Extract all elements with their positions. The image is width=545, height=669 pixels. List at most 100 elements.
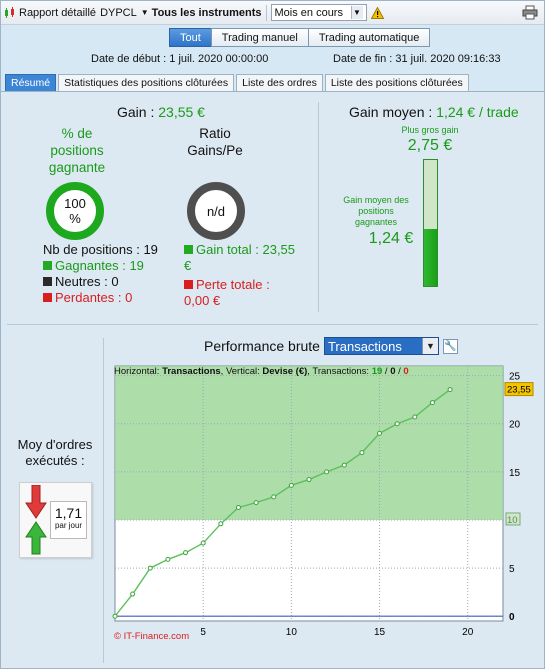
win-pct-value: 100 % <box>64 196 86 226</box>
warning-icon[interactable] <box>370 6 384 19</box>
data-point <box>165 556 171 562</box>
info-t-red: 0 <box>403 366 409 377</box>
chart-header: Performance brute Transactions ▼ 🔧 <box>204 337 458 355</box>
orders-unit: par jour <box>54 521 83 530</box>
symbol-label[interactable]: DYPCL <box>100 6 137 19</box>
vertical-divider-chart <box>103 338 104 663</box>
avg-gain-value: 1,24 € / trade <box>436 104 519 120</box>
arrow-down-icon <box>25 485 47 519</box>
instruments-label: Tous les instruments <box>151 6 262 19</box>
orders-label: Moy d'ordres exécutés : <box>17 437 93 468</box>
chart-info: Horizontal: Transactions, Vertical: Devi… <box>114 366 409 377</box>
data-point <box>200 540 206 546</box>
green-square-icon <box>43 261 52 270</box>
last-value-badge <box>504 382 534 397</box>
tab-closed-stats[interactable]: Statistiques des positions clôturées <box>58 74 235 91</box>
ref-level-label: 10 <box>507 515 518 526</box>
positions-total: Nb de positions : 19 <box>43 242 158 257</box>
filter-band: Tout Trading manuel Trading automatique … <box>1 25 544 71</box>
y-tick-label: 25 <box>509 372 521 383</box>
chart-mode-value: Transactions <box>327 338 402 354</box>
orders-value-box: 1,71 par jour <box>50 501 87 539</box>
report-button[interactable]: Rapport détaillé <box>4 6 96 19</box>
winning-count: Gagnantes : 19 <box>55 258 144 273</box>
data-point <box>271 494 277 500</box>
losing-count: Perdantes : 0 <box>55 290 133 305</box>
horizontal-divider <box>7 324 538 325</box>
red-square-icon <box>43 293 52 302</box>
info-v-prefix: , Vertical: <box>220 366 260 377</box>
best-gain-value: 2,75 € <box>407 137 453 154</box>
chevron-down-icon: ▼ <box>421 338 438 354</box>
ratio-value: n/d <box>206 203 226 219</box>
period-value: Mois en cours <box>274 6 343 19</box>
losing-row: Perdantes : 0 <box>43 290 158 306</box>
ratio-title: Ratio Gains/Pe <box>187 126 243 158</box>
avg-winning-label: Gain moyen des positions gagnantes <box>343 195 409 227</box>
neutral-count: Neutres : 0 <box>55 274 119 289</box>
data-point <box>429 400 435 406</box>
gain-label: Gain : <box>117 104 155 120</box>
gain-value: 23,55 € <box>158 104 205 120</box>
data-point <box>130 591 136 597</box>
info-t-green: 19 <box>371 366 383 377</box>
info-sep: / <box>382 366 391 377</box>
period-select[interactable]: Mois en cours ▼ <box>270 4 367 21</box>
last-value-label: 23,55 <box>507 385 531 396</box>
toolbar-separator <box>265 4 267 21</box>
y-tick-label: 0 <box>509 612 515 623</box>
x-tick-label: 10 <box>286 627 298 638</box>
x-tick-label: 15 <box>374 627 386 638</box>
end-date: Date de fin : 31 juil. 2020 09:16:33 <box>333 53 501 65</box>
win-pct-title: % de positions gagnante <box>48 126 106 175</box>
avg-gain-heading: Gain moyen : 1,24 € / trade <box>349 104 519 120</box>
mode-manual-button[interactable]: Trading manuel <box>210 28 309 47</box>
data-point <box>377 430 383 436</box>
y-tick-label: 20 <box>509 420 521 431</box>
avg-gain-gauge-fill <box>424 229 437 286</box>
data-point <box>288 482 294 488</box>
mode-switch: Tout Trading manuel Trading automatique <box>169 28 431 47</box>
vertical-divider <box>318 102 319 312</box>
tab-resume[interactable]: Résumé <box>5 74 57 91</box>
red-square-icon <box>184 280 193 289</box>
data-point <box>147 565 153 571</box>
series-line <box>114 389 451 617</box>
info-t-prefix: , Transactions: <box>307 366 370 377</box>
ratio-donut: n/d <box>187 182 245 240</box>
data-point <box>235 504 241 510</box>
profit-zone <box>115 366 503 520</box>
orders-card: 1,71 par jour <box>19 482 92 558</box>
info-h-prefix: Horizontal: <box>114 366 160 377</box>
data-point <box>359 450 365 456</box>
instruments-dropdown[interactable]: ▼ Tous les instruments <box>141 7 262 19</box>
wrench-icon[interactable]: 🔧 <box>442 338 458 354</box>
green-square-icon <box>184 245 193 254</box>
toolbar: Rapport détaillé DYPCL ▼ Tous les instru… <box>1 1 544 25</box>
info-v-value: Devise (€) <box>262 366 308 377</box>
ref-level-badge <box>505 512 521 526</box>
chart-mode-select[interactable]: Transactions ▼ <box>323 337 439 355</box>
info-sep: / <box>395 366 404 377</box>
win-pct-donut: 100 % <box>46 182 104 240</box>
mode-auto-button[interactable]: Trading automatique <box>307 28 431 47</box>
position-counts: Nb de positions : 19 Gagnantes : 19 Neut… <box>43 242 158 306</box>
data-point <box>253 500 259 506</box>
black-square-icon <box>43 277 52 286</box>
tab-closed-positions[interactable]: Liste des positions clôturées <box>324 74 469 91</box>
info-t-black: 0 <box>390 366 396 377</box>
data-point <box>447 387 453 393</box>
tab-orders[interactable]: Liste des ordres <box>236 74 323 91</box>
neutral-row: Neutres : 0 <box>43 274 158 290</box>
mode-all-button[interactable]: Tout <box>169 28 212 47</box>
tab-bar: Résumé Statistiques des positions clôtur… <box>1 71 544 91</box>
data-point <box>412 414 418 420</box>
info-h-value: Transactions <box>162 366 221 377</box>
gain-total: Gain total : 23,55 € <box>184 242 296 273</box>
loss-total-row: Perte totale : 0,00 € <box>184 277 296 309</box>
dropdown-arrow-icon: ▼ <box>140 8 149 17</box>
chart-title: Performance brute <box>204 338 320 354</box>
printer-icon[interactable] <box>522 5 538 20</box>
avg-winning-value: 1,24 € <box>368 230 414 247</box>
